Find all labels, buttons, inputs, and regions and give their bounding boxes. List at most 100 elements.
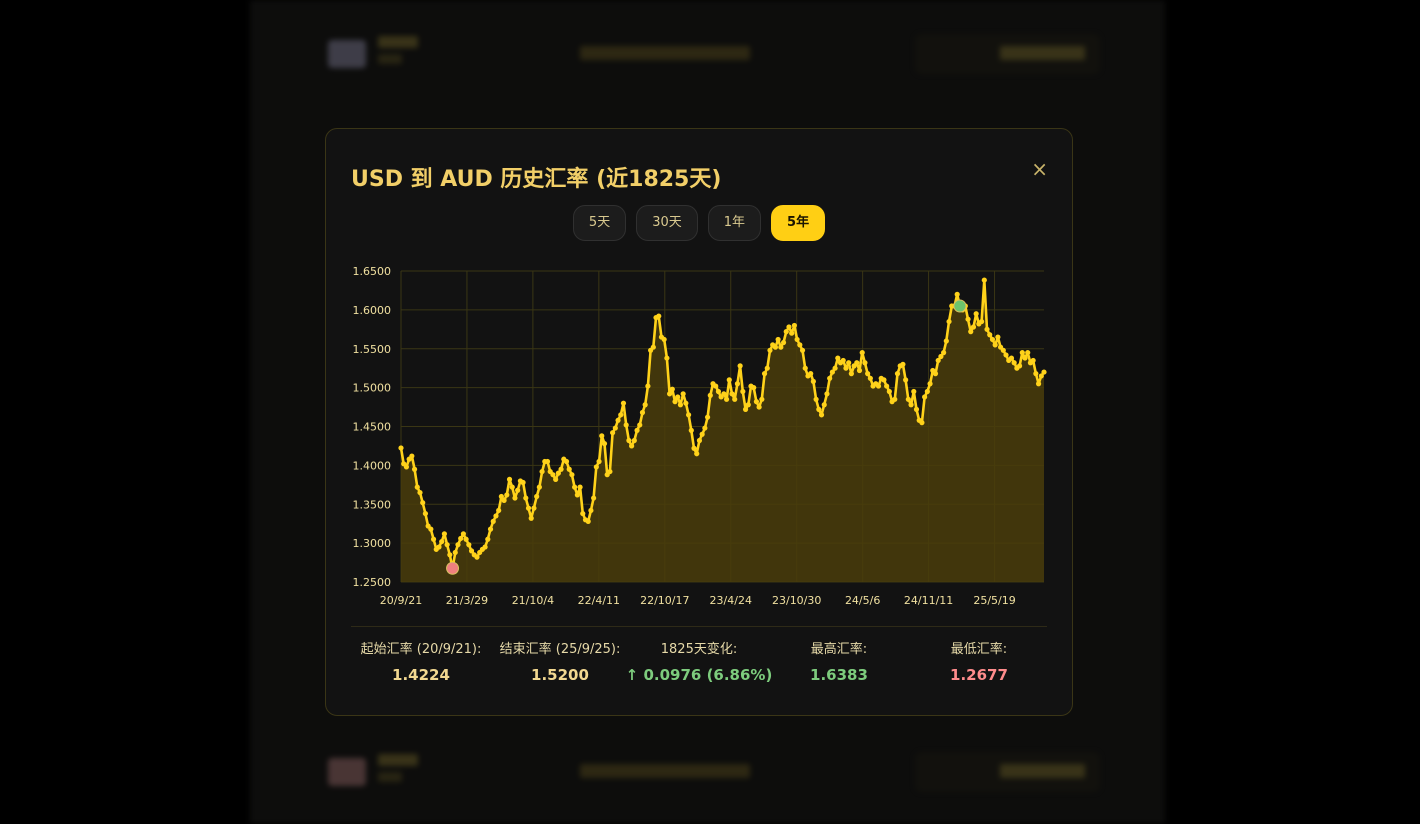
data-point xyxy=(713,383,719,389)
data-point xyxy=(520,479,526,486)
data-point xyxy=(862,360,868,366)
x-tick-label: 24/11/11 xyxy=(904,594,953,607)
data-point xyxy=(772,344,779,350)
data-point xyxy=(729,391,735,397)
stat-start-label: 起始汇率 (20/9/21): xyxy=(360,642,482,657)
data-point xyxy=(688,427,694,433)
x-tick-label: 22/10/17 xyxy=(640,594,689,607)
data-point xyxy=(848,371,854,377)
data-point xyxy=(1022,355,1028,361)
data-point xyxy=(808,371,814,377)
data-point xyxy=(428,526,434,532)
y-tick-label: 1.2500 xyxy=(353,576,392,589)
data-point xyxy=(865,371,871,377)
data-point xyxy=(821,402,827,408)
data-point xyxy=(496,507,502,514)
rate-history-chart: 1.6500 1.6000 1.5500 1.5000 1.4500 1.4000 1.35… xyxy=(353,265,1047,607)
data-point xyxy=(525,505,532,511)
tab-1-year[interactable]: 1年 xyxy=(707,205,762,241)
data-point xyxy=(620,400,627,406)
x-tick-label: 23/10/30 xyxy=(772,594,821,607)
data-point xyxy=(553,476,559,482)
data-point xyxy=(751,385,757,391)
data-point xyxy=(992,342,998,348)
data-point xyxy=(892,396,898,402)
data-point xyxy=(740,388,746,395)
data-point xyxy=(490,518,496,524)
data-point xyxy=(664,355,670,361)
background-currency-row xyxy=(300,34,1100,74)
data-point xyxy=(474,554,480,560)
data-point xyxy=(908,402,914,408)
data-point xyxy=(786,324,792,330)
data-point xyxy=(580,510,586,517)
tab-5-years[interactable]: 5年 xyxy=(771,205,826,241)
data-point xyxy=(745,402,751,408)
stat-change: 1825天变化: ↑ 0.0976 (6.86%) xyxy=(624,641,774,685)
x-tick-label: 21/3/29 xyxy=(446,594,488,607)
data-point xyxy=(696,437,703,444)
data-point xyxy=(512,495,518,501)
data-point xyxy=(509,484,515,490)
data-point xyxy=(894,371,901,377)
data-point xyxy=(734,381,741,387)
stat-start-value: 1.4224 xyxy=(392,666,450,684)
data-point xyxy=(422,510,429,517)
data-point xyxy=(563,458,570,465)
data-point xyxy=(463,536,469,542)
data-point xyxy=(585,518,591,524)
data-point xyxy=(610,430,616,436)
data-point xyxy=(723,396,730,402)
data-point xyxy=(1033,371,1039,377)
stat-high-label: 最高汇率: xyxy=(810,642,868,657)
data-point xyxy=(1000,347,1006,353)
data-point xyxy=(398,445,404,451)
data-point xyxy=(832,365,838,371)
data-point xyxy=(943,338,949,344)
y-tick-label: 1.5500 xyxy=(353,343,392,356)
data-point xyxy=(810,378,816,385)
data-point xyxy=(504,492,510,498)
data-point xyxy=(764,365,770,371)
data-point xyxy=(677,402,684,408)
data-point xyxy=(444,542,450,548)
stat-end-label: 结束汇率 (25/9/25): xyxy=(499,642,621,657)
data-point xyxy=(637,422,643,428)
data-point xyxy=(927,381,933,387)
data-point xyxy=(411,466,418,472)
flag-icon xyxy=(328,758,366,786)
data-point xyxy=(420,500,426,506)
data-point xyxy=(555,470,561,476)
tab-5-days[interactable]: 5天 xyxy=(572,205,627,241)
y-tick-label: 1.4500 xyxy=(353,421,392,434)
data-point xyxy=(550,472,556,478)
tab-30-days[interactable]: 30天 xyxy=(636,205,698,241)
data-point xyxy=(515,487,521,493)
stat-low: 最低汇率: 1.2677 xyxy=(904,641,1054,685)
data-point xyxy=(995,334,1001,340)
data-point xyxy=(973,311,979,317)
data-point xyxy=(922,394,928,400)
data-point xyxy=(1003,352,1009,358)
y-tick-label: 1.6000 xyxy=(353,304,392,317)
data-point xyxy=(631,437,637,444)
data-point xyxy=(829,369,835,375)
modal-title: USD 到 AUD 历史汇率 (近1825天) xyxy=(351,167,722,192)
data-point xyxy=(626,437,632,444)
data-point xyxy=(775,336,781,343)
x-tick-label: 20/9/21 xyxy=(380,594,422,607)
data-point xyxy=(493,513,499,519)
data-point xyxy=(846,360,852,366)
data-point xyxy=(618,412,624,418)
data-point xyxy=(704,414,711,420)
data-point xyxy=(813,396,819,402)
data-point xyxy=(791,322,797,329)
data-point xyxy=(783,329,789,335)
data-point xyxy=(539,468,545,475)
close-icon[interactable]: × xyxy=(1031,157,1048,181)
data-point xyxy=(498,493,504,500)
data-point xyxy=(623,422,629,428)
data-point xyxy=(1016,363,1023,369)
data-point xyxy=(506,476,513,482)
data-point xyxy=(685,412,692,418)
